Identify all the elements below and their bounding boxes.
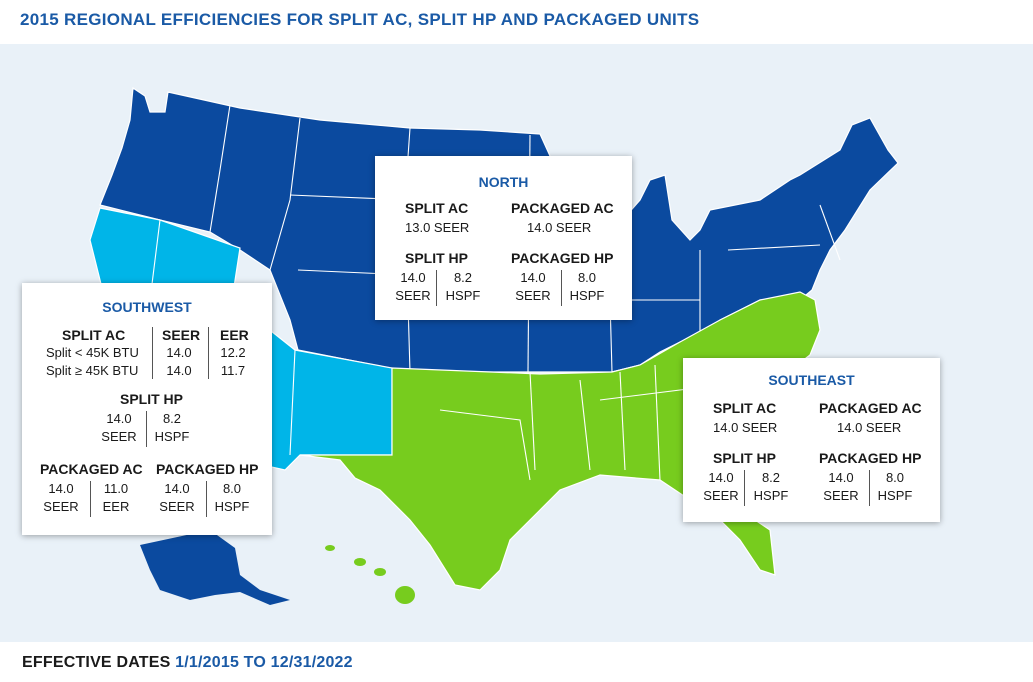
southwest-row1-eer: 12.2 [220,345,246,360]
southeast-packaged-hp-seer: 14.0 [828,470,854,485]
southwest-packaged-ac-eer-unit: EER [102,499,130,514]
southwest-packaged-hp-divider [206,481,207,517]
header: 2015 REGIONAL EFFICIENCIES FOR SPLIT AC,… [0,0,1033,44]
southwest-split-ac-label: SPLIT AC [62,327,126,343]
north-split-hp-divider [436,270,437,306]
north-packaged-hp-hspf-unit: HSPF [569,288,605,303]
north-split-hp-hspf: 8.2 [453,270,473,285]
southwest-packaged-hp-label: PACKAGED HP [156,461,259,477]
southwest-packaged-hp-hspf-unit: HSPF [214,499,250,514]
north-packaged-hp-hspf: 8.0 [577,270,597,285]
effective-dates-label: EFFECTIVE DATES [22,654,171,671]
southwest-split-ac-divider-1 [152,327,153,379]
north-packaged-hp-seer: 14.0 [520,270,546,285]
southwest-split-hp-hspf: 8.2 [162,411,182,426]
north-split-hp-seer: 14.0 [400,270,426,285]
effective-dates: EFFECTIVE DATES 1/1/2015 TO 12/31/2022 [22,654,353,672]
southeast-split-hp-seer-unit: SEER [703,488,739,503]
southwest-row2-eer: 11.7 [220,363,246,378]
southwest-packaged-ac-divider [90,481,91,517]
page-title: 2015 REGIONAL EFFICIENCIES FOR SPLIT AC,… [20,10,700,29]
southwest-packaged-ac-seer: 14.0 [48,481,74,496]
southeast-packaged-hp-divider [869,470,870,506]
alaska [140,530,290,605]
southeast-packaged-hp-seer-unit: SEER [823,488,859,503]
southwest-row2-label: Split ≥ 45K BTU [46,363,139,378]
southwest-split-hp-seer: 14.0 [106,411,132,426]
southwest-card: SOUTHWEST SPLIT AC SEER EER Split < 45K … [22,283,272,535]
north-split-ac-value: 13.0 SEER [405,220,470,235]
southeast-packaged-ac-label: PACKAGED AC [819,400,922,416]
southwest-col-eer: EER [220,327,249,343]
southeast-card: SOUTHEAST SPLIT AC 14.0 SEER PACKAGED AC… [683,358,940,522]
effective-dates-range: 1/1/2015 TO 12/31/2022 [175,654,353,671]
southwest-split-hp-label: SPLIT HP [120,391,184,407]
southwest-packaged-hp-seer-unit: SEER [159,499,195,514]
southeast-split-hp-seer: 14.0 [708,470,734,485]
southwest-row2-seer: 14.0 [166,363,192,378]
southwest-packaged-ac-seer-unit: SEER [43,499,79,514]
north-packaged-ac-value: 14.0 SEER [527,220,592,235]
southeast-borders [439,364,761,481]
southeast-split-hp-label: SPLIT HP [713,450,777,466]
north-packaged-hp-divider [561,270,562,306]
footer [0,642,1033,682]
southeast-split-hp-hspf-unit: HSPF [753,488,789,503]
southeast-title: SOUTHEAST [768,372,855,388]
southeast-packaged-ac-value: 14.0 SEER [837,420,902,435]
southwest-row1-seer: 14.0 [166,345,192,360]
southwest-packaged-ac-label: PACKAGED AC [40,461,143,477]
north-split-hp-seer-unit: SEER [395,288,431,303]
north-packaged-hp-seer-unit: SEER [515,288,551,303]
southwest-split-hp-hspf-unit: HSPF [154,429,190,444]
southwest-split-ac-divider-2 [208,327,209,379]
southwest-packaged-ac-eer: 11.0 [103,481,129,496]
southeast-packaged-hp-label: PACKAGED HP [819,450,922,466]
north-split-hp-hspf-unit: HSPF [445,288,481,303]
southeast-split-hp-hspf: 8.2 [761,470,781,485]
north-packaged-hp-label: PACKAGED HP [511,250,614,266]
north-split-ac-label: SPLIT AC [405,200,469,216]
southwest-packaged-hp-hspf: 8.0 [222,481,242,496]
north-packaged-ac-label: PACKAGED AC [511,200,614,216]
southwest-split-hp-seer-unit: SEER [101,429,137,444]
southwest-packaged-hp-seer: 14.0 [164,481,190,496]
southwest-col-seer: SEER [162,327,201,343]
southwest-row1-label: Split < 45K BTU [46,345,139,360]
north-card: NORTH SPLIT AC 13.0 SEER PACKAGED AC 14.… [375,156,632,320]
north-title: NORTH [478,174,529,190]
southeast-packaged-hp-hspf: 8.0 [885,470,905,485]
southeast-split-hp-divider [744,470,745,506]
southeast-split-ac-label: SPLIT AC [713,400,777,416]
north-split-hp-label: SPLIT HP [405,250,469,266]
hawaii [325,545,415,604]
southwest-title: SOUTHWEST [102,299,192,315]
southwest-split-hp-divider [146,411,147,447]
southeast-packaged-hp-hspf-unit: HSPF [877,488,913,503]
southeast-split-ac-value: 14.0 SEER [713,420,778,435]
